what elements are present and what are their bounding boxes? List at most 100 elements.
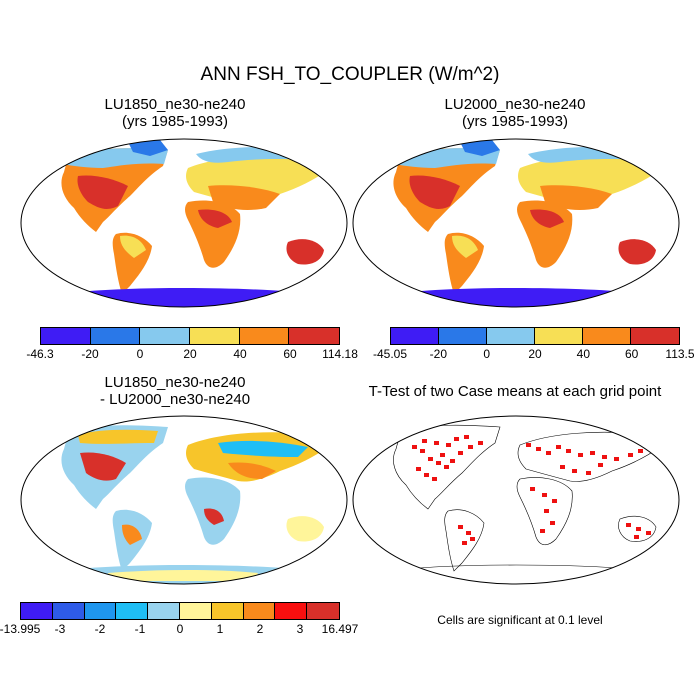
colorbar-label: -46.3: [26, 347, 54, 361]
colorbar-label: 20: [528, 347, 542, 361]
significant-cell: [598, 463, 603, 467]
colorbar-boxes: [390, 327, 680, 345]
colorbar-box: [140, 328, 191, 344]
colorbar-box: [289, 328, 340, 344]
colorbar-label: -3: [54, 622, 66, 636]
significant-cell: [454, 437, 459, 441]
significant-cell: [550, 521, 555, 525]
figure-title: ANN FSH_TO_COUPLER (W/m^2): [200, 64, 500, 85]
significant-cell: [586, 471, 591, 475]
significant-cell: [556, 445, 561, 449]
significant-cell: [566, 449, 571, 453]
significant-cell: [552, 499, 557, 503]
colorbar-difference: -13.995 -3 -2 -1 0 1 2 3 16.497: [0, 602, 358, 638]
colorbar-label: 114.18: [322, 347, 358, 361]
significant-cell: [468, 445, 473, 449]
colorbar-boxes: [20, 602, 340, 620]
significant-cell: [458, 525, 463, 529]
colorbar-box: [535, 328, 583, 344]
map-lu1850-border: [20, 138, 348, 308]
significant-cell: [444, 465, 449, 469]
colorbar-label: -20: [81, 347, 99, 361]
map-panel-lu2000: [352, 138, 680, 308]
significant-cell: [450, 459, 455, 463]
significant-cell: [530, 487, 535, 491]
colorbar-box: [307, 603, 339, 619]
colorbar-label: 60: [624, 347, 639, 361]
significant-cell: [424, 473, 429, 477]
significant-cell: [572, 469, 577, 473]
colorbar-box: [90, 328, 141, 344]
panel-3-title-line1: LU1850_ne30-ne240: [104, 374, 246, 391]
significant-cell: [544, 509, 549, 513]
colorbar-lu2000: -45.05 -20 0 20 40 60 113.5: [373, 327, 695, 363]
significant-cell: [638, 449, 643, 453]
colorbar-box: [148, 603, 180, 619]
significant-cell: [590, 451, 595, 455]
significant-cell: [636, 527, 641, 531]
significance-note: Cells are significant at 0.1 level: [437, 613, 603, 627]
panel-3-title-line2: - LU2000_ne30-ne240: [99, 391, 251, 408]
colorbar-label: 0: [176, 622, 184, 636]
significant-cell: [578, 453, 583, 457]
significant-cell: [614, 457, 619, 461]
colorbar-label: 20: [183, 347, 197, 361]
map-panel-lu1850: [20, 138, 348, 308]
colorbar-box: [52, 603, 85, 619]
colorbar-label: -1: [134, 622, 146, 636]
significant-cell: [440, 453, 445, 457]
map-ttest-land: [369, 424, 661, 584]
colorbar-label: 3: [296, 622, 304, 636]
map-panel-ttest: [352, 415, 680, 585]
significant-cell: [436, 461, 441, 465]
colorbar-lu1850: -46.3 -20 0 20 40 60 114.18: [26, 327, 358, 363]
colorbar-box: [239, 328, 290, 344]
colorbar-box: [243, 603, 276, 619]
colorbar-label: 1: [216, 622, 224, 636]
colorbar-box: [583, 328, 631, 344]
panel-2-title-line2: (yrs 1985-1993): [462, 113, 568, 130]
colorbar-boxes: [40, 327, 340, 345]
colorbar-box: [21, 603, 53, 619]
panel-1-title-line1: LU1850_ne30-ne240: [104, 96, 246, 113]
colorbar-label: 16.497: [321, 622, 359, 636]
significant-cell: [458, 451, 463, 455]
colorbar-box: [84, 603, 117, 619]
significant-cell: [540, 529, 545, 533]
colorbar-label: 113.5: [665, 347, 695, 361]
significant-cells: [412, 435, 655, 545]
colorbar-label: -2: [94, 622, 106, 636]
map-difference-border: [20, 415, 348, 585]
significant-cell: [646, 531, 651, 535]
significant-cell: [434, 441, 439, 445]
colorbar-box: [179, 603, 212, 619]
panel-1-title-line2: (yrs 1985-1993): [122, 113, 228, 130]
significant-cell: [526, 443, 531, 447]
map-lu1850-land: [38, 140, 328, 307]
colorbar-box: [41, 328, 91, 344]
significant-cell: [628, 453, 633, 457]
panel-4-title: T-Test of two Case means at each grid po…: [368, 383, 662, 400]
significant-cell: [464, 435, 469, 439]
significant-cell: [478, 441, 483, 445]
significant-cell: [428, 457, 433, 461]
colorbar-label: -20: [429, 347, 447, 361]
significant-cell: [470, 537, 475, 541]
panel-3-title: LU1850_ne30-ne240 - LU2000_ne30-ne240: [20, 374, 330, 408]
colorbar-box: [190, 328, 240, 344]
colorbar-box: [211, 603, 244, 619]
colorbar-label: 2: [256, 622, 264, 636]
colorbar-label: 40: [576, 347, 591, 361]
significant-cell: [462, 541, 467, 545]
colorbar-label: -13.995: [0, 622, 41, 636]
colorbar-box: [275, 603, 308, 619]
significant-cell: [602, 455, 607, 459]
colorbar-box: [487, 328, 535, 344]
significant-cell: [446, 443, 451, 447]
colorbar-box: [391, 328, 439, 344]
colorbar-label: 0: [136, 347, 144, 361]
significant-cell: [422, 439, 427, 443]
panel-1-title: LU1850_ne30-ne240 (yrs 1985-1993): [20, 96, 330, 130]
colorbar-box: [116, 603, 149, 619]
map-lu2000-border: [352, 138, 680, 308]
